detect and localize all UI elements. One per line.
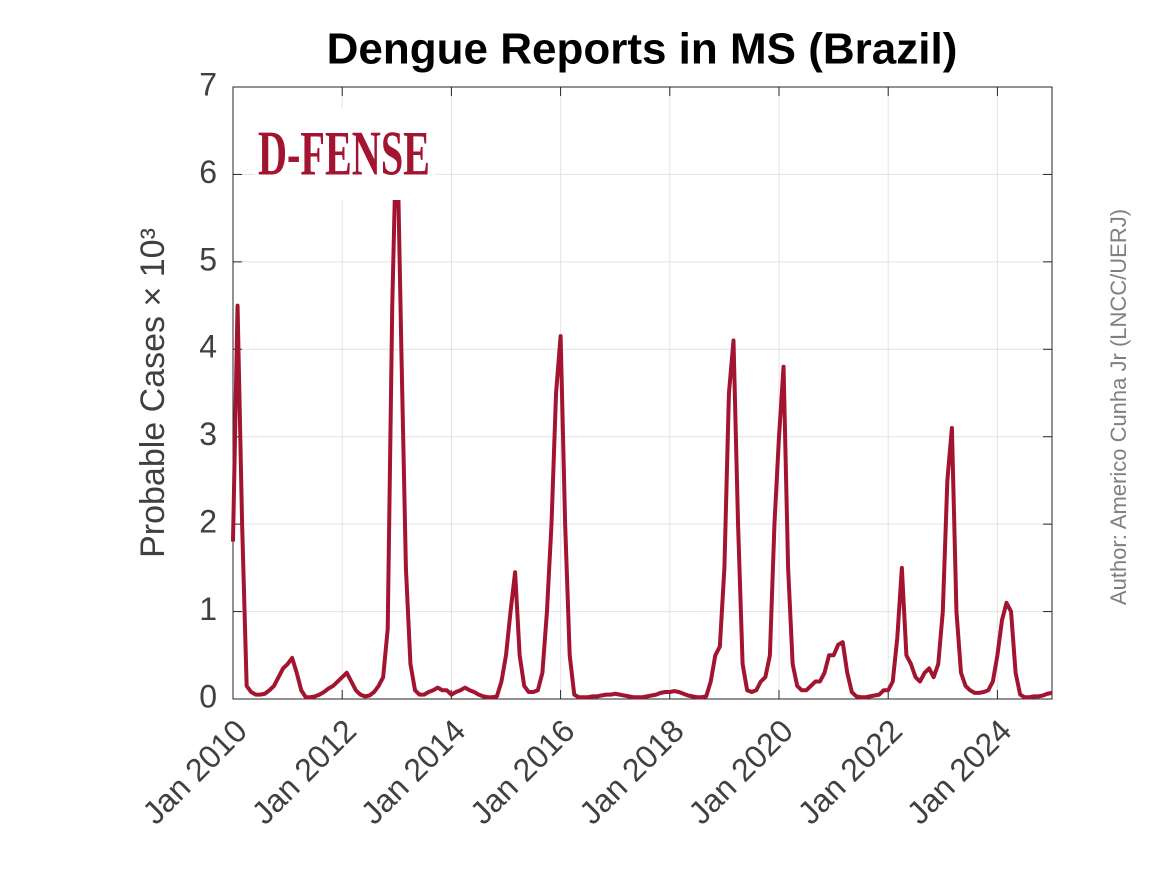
y-tick-label: 5 <box>199 241 217 277</box>
logo-background <box>255 108 435 200</box>
y-axis-label: Probable Cases × 10³ <box>134 228 172 558</box>
y-tick-label: 1 <box>199 591 217 627</box>
y-tick-label: 0 <box>199 678 217 714</box>
chart-title: Dengue Reports in MS (Brazil) <box>327 25 958 74</box>
y-tick-label: 4 <box>199 329 217 365</box>
y-tick-label: 3 <box>199 416 217 452</box>
author: Author: Americo Cunha Jr (LNCC/UERJ) <box>1106 209 1131 605</box>
logo: D-FENSE <box>258 118 430 189</box>
y-tick-label: 2 <box>199 504 217 540</box>
data-line <box>231 111 1053 700</box>
y-tick-label: 7 <box>199 66 217 102</box>
y-tick-label: 6 <box>199 154 217 190</box>
